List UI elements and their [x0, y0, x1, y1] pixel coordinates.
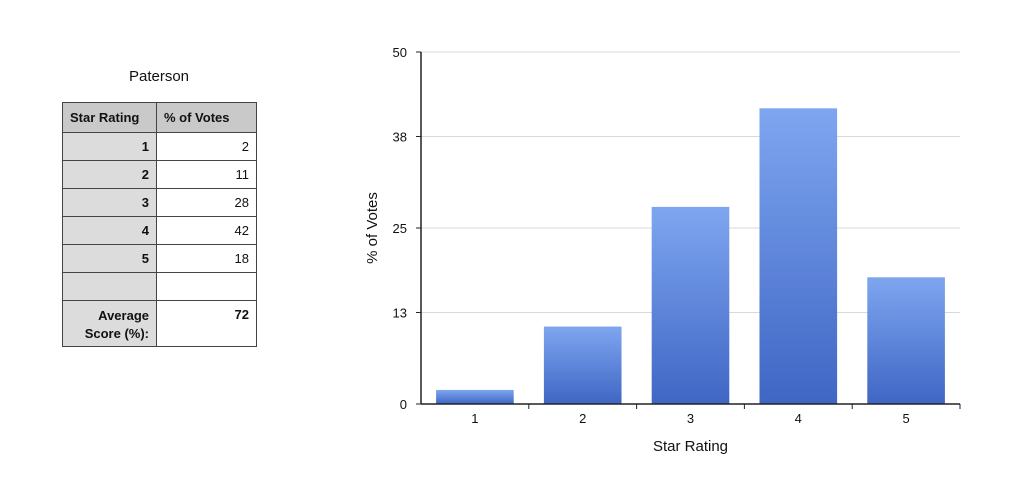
y-tick-label: 50	[393, 45, 407, 60]
bar-rating-4	[759, 108, 838, 404]
rating-cell: 1	[62, 132, 157, 161]
y-tick-label: 38	[393, 129, 407, 144]
table-row: 3 28	[62, 188, 257, 217]
x-axis-title: Star Rating	[653, 438, 728, 455]
rating-cell	[62, 272, 157, 301]
bar-rating-2	[543, 326, 622, 404]
votes-cell: 42	[156, 216, 257, 245]
table-header-row: Star Rating % of Votes	[62, 102, 257, 133]
votes-cell: 2	[156, 132, 257, 161]
x-tick-label: 2	[579, 411, 586, 426]
table-row: 1 2	[62, 132, 257, 161]
table-row: 5 18	[62, 244, 257, 273]
bar-rating-5	[867, 277, 945, 404]
x-tick-label: 5	[902, 411, 909, 426]
x-tick-label: 3	[687, 411, 694, 426]
axes: 0 13 25 38 50 1 2 3 4 5	[393, 45, 961, 426]
table-row: 4 42	[62, 216, 257, 245]
votes-cell: 11	[156, 160, 257, 189]
y-tick-label: 13	[393, 305, 407, 320]
ratings-table: Star Rating % of Votes 1 2 2 11 3 28 4 4…	[62, 102, 257, 347]
table-title: Paterson	[128, 68, 190, 85]
bars	[436, 108, 945, 404]
bar-rating-3	[651, 206, 730, 404]
average-row: Average Score (%): 72	[62, 300, 257, 347]
rating-cell: 4	[62, 216, 157, 245]
average-label-line2: Score (%):	[84, 326, 149, 341]
rating-cell: 3	[62, 188, 157, 217]
x-tick-label: 4	[795, 411, 802, 426]
y-tick-label: 0	[400, 397, 407, 412]
votes-cell: 28	[156, 188, 257, 217]
x-tick-label: 1	[471, 411, 478, 426]
average-label: Average Score (%):	[62, 300, 157, 347]
bar-rating-1	[436, 389, 514, 404]
votes-cell	[156, 272, 257, 301]
table-row-empty	[62, 272, 257, 301]
votes-cell: 18	[156, 244, 257, 273]
y-axis-title: % of Votes	[364, 192, 381, 264]
average-value: 72	[156, 300, 257, 347]
average-label-line1: Average	[98, 308, 149, 323]
header-percent-votes: % of Votes	[156, 102, 257, 133]
y-tick-label: 25	[393, 221, 407, 236]
